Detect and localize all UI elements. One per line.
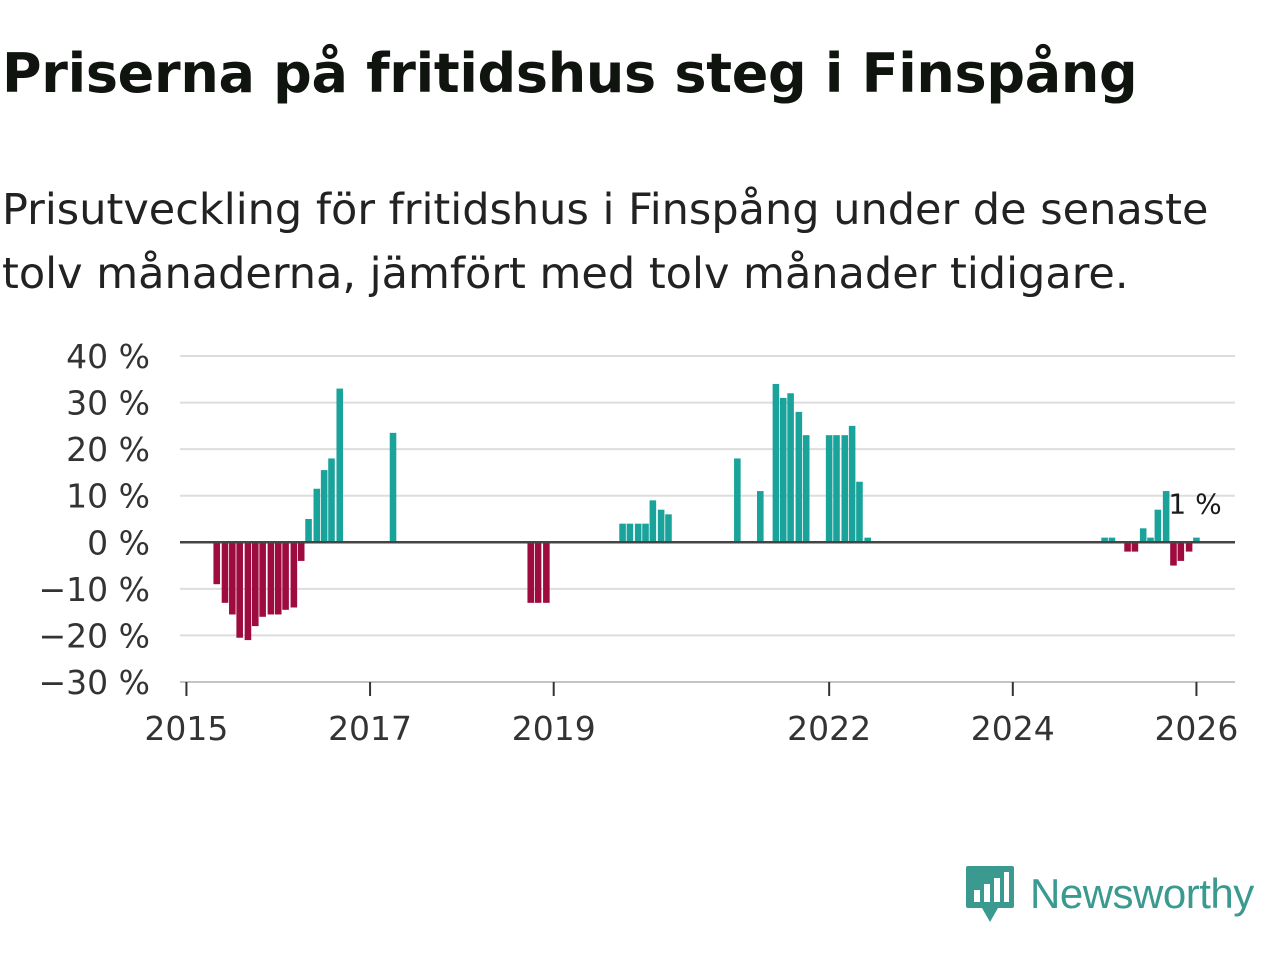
bar [252,542,259,627]
x-tick-label: 2019 [512,709,596,748]
chart-subtitle: Prisutveckling för fritidshus i Finspång… [2,185,1209,299]
brand-name: Newsworthy [1030,870,1254,917]
bar [313,488,321,543]
bar [389,432,397,543]
bar [833,435,840,543]
bar [802,435,810,543]
bar [642,523,649,543]
bar [1147,537,1154,543]
bar [290,542,298,608]
y-tick-label: −20 % [39,616,151,655]
latest-value-label: 1 % [1168,488,1221,521]
x-tick-label: 2026 [1154,709,1238,748]
y-tick-label: 30 % [66,384,150,423]
bar [267,542,275,615]
bar [787,393,794,543]
x-tick-label: 2022 [787,709,871,748]
bar [649,500,657,543]
y-tick-label: −10 % [39,570,151,609]
bar [856,481,863,543]
y-axis-ticks: 40 % 30 % 20 % 10 % 0 % −10 % −20 % −30 % [39,337,151,702]
y-tick-label: −30 % [39,663,151,702]
bar-chart-speech-bubble-icon [966,866,1014,922]
bar [1170,542,1177,566]
bar [297,542,305,561]
newsworthy-logo: Newsworthy [964,864,1254,924]
bar [1185,542,1193,552]
bar [665,514,672,543]
bar [282,542,289,610]
y-tick-label: 20 % [66,430,150,469]
bar [1162,491,1170,543]
x-axis-ticks: 2015 2017 2019 2022 2024 2026 [144,682,1238,748]
bar [634,523,642,543]
bar [320,470,328,543]
bar [305,519,312,543]
y-tick-label: 10 % [66,477,150,516]
bar [328,458,335,543]
bar [244,542,252,641]
bar [236,542,243,638]
bar [527,542,535,603]
bar [657,509,665,543]
bar [619,523,626,543]
bar [848,425,856,543]
bar [221,542,229,603]
bar [779,397,787,543]
bar [259,542,266,617]
bar [864,537,872,543]
bar [1124,542,1131,552]
bar [534,542,542,603]
y-tick-label: 0 % [87,523,150,562]
bar [1101,537,1108,543]
bar [1139,528,1147,543]
bar [626,523,634,543]
bar-chart: 40 %30 %20 %10 %0 %−10 %−20 %−30 % 2015 2… [39,337,1239,748]
bar [336,388,344,543]
bar [1131,542,1139,552]
bar [274,542,282,615]
bar [1177,542,1185,561]
x-tick-label: 2024 [971,709,1055,748]
bar [1108,537,1116,543]
bar [543,542,550,603]
bar [795,411,803,543]
chart-title: Priserna på fritidshus steg i Finspång [2,42,1138,105]
bar [757,491,764,543]
x-tick-label: 2017 [328,709,412,748]
bar [772,383,780,543]
x-tick-label: 2015 [144,709,228,748]
bar [1193,537,1200,543]
y-tick-label: 40 % [66,337,150,376]
bar [734,458,741,543]
bar [229,542,236,615]
bar [1154,509,1162,543]
bar [841,435,849,543]
bars [213,383,1200,641]
bar [825,435,833,543]
bar [213,542,221,585]
